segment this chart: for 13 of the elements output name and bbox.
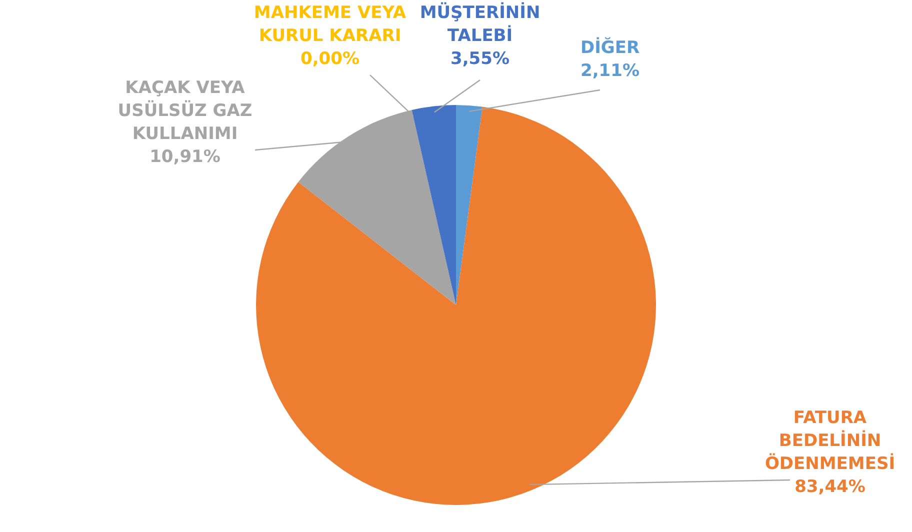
pie-slice — [456, 105, 482, 305]
data-label: 83,44% — [794, 477, 866, 497]
data-label: 10,91% — [150, 147, 220, 167]
slice-label: FATURA BEDELİNİN ÖDENMEMESİ — [764, 408, 896, 474]
data-label: 2,11% — [580, 61, 640, 81]
slice-label: KAÇAK VEYA USÜLSÜZ GAZ KULLANIMI — [118, 78, 252, 144]
category-label: MAHKEME VEYA KURUL KARARI — [254, 3, 406, 46]
text: 0,00% — [300, 49, 360, 69]
slice-label: DİĞER — [580, 37, 640, 58]
pie-slice — [412, 105, 456, 305]
slice-label: MÜŞTERİNİN TALEBİ — [420, 2, 540, 46]
pie-slice — [256, 106, 656, 505]
data-label: 3,55% — [450, 49, 510, 69]
